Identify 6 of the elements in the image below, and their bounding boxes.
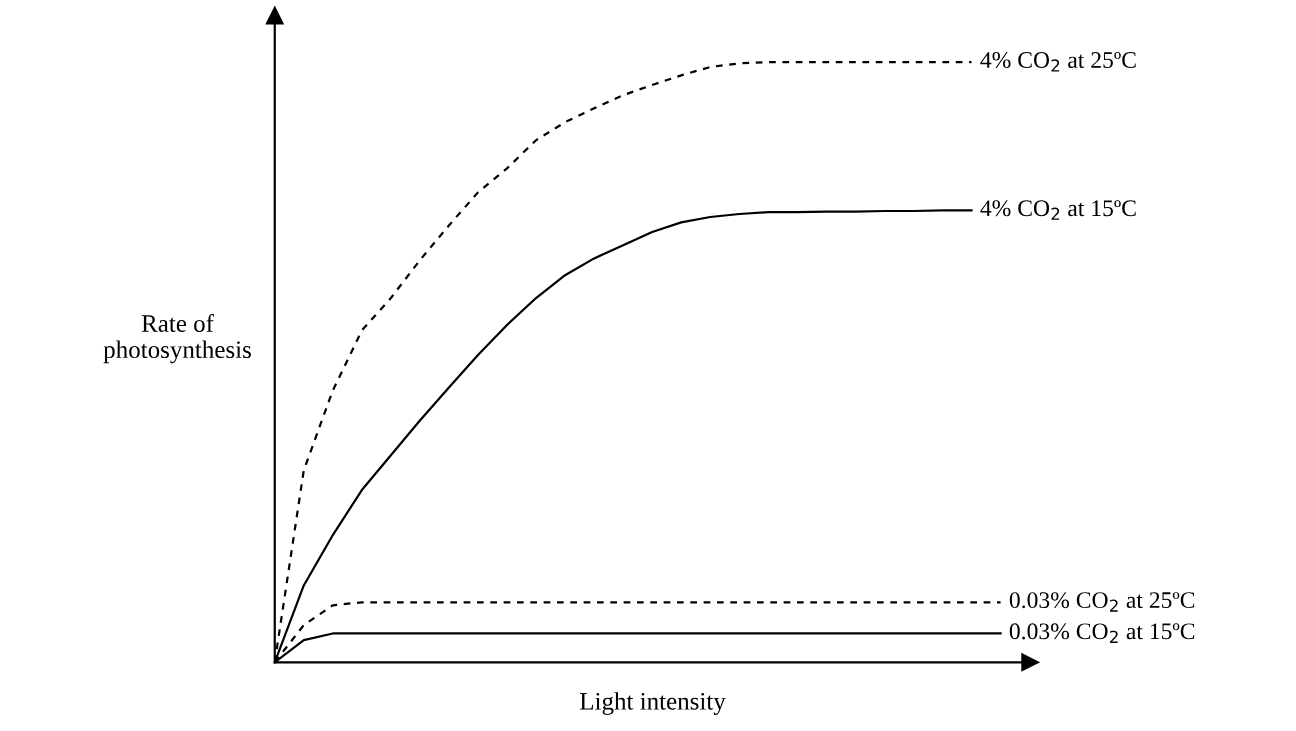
series-label: 4% CO$_{2}$ at 15ºC <box>980 200 1136 220</box>
series-label: 4% CO$_{2}$ at 25ºC <box>980 52 1136 72</box>
series-label: 0.03% CO$_{2}$ at 25ºC <box>1009 592 1195 612</box>
series-label: 0.03% CO$_{2}$ at 15ºC <box>1009 623 1195 643</box>
y-axis-title: Rate of photosynthesis <box>103 314 251 364</box>
x-axis-title: Light intensity <box>579 692 726 715</box>
